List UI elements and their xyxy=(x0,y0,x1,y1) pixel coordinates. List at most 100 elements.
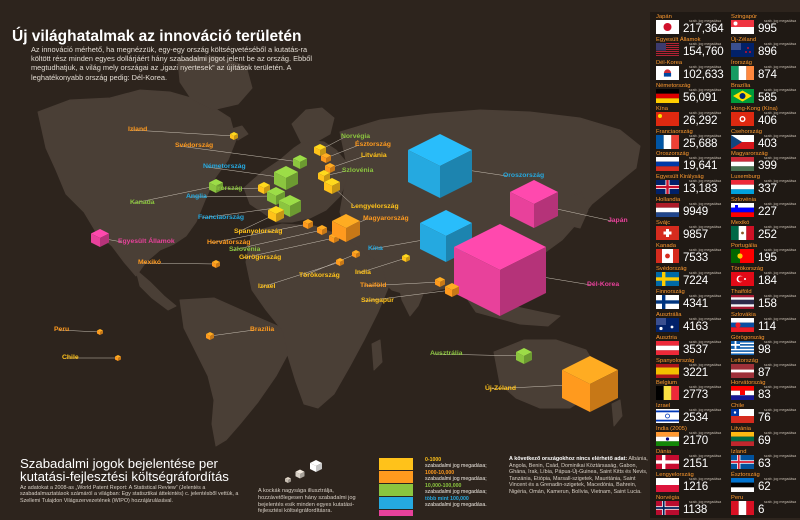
country-entry: Magyarország szab. jog megadása 399 xyxy=(725,149,798,172)
missing-data-footnote: A következő országokhoz nincs elérhető a… xyxy=(509,456,649,496)
country-value: 195 xyxy=(758,251,777,264)
flag-container xyxy=(731,340,754,355)
map-leader-line xyxy=(232,229,323,251)
country-entry: Mexikó szab. jog megadása 252 xyxy=(725,218,798,241)
country-entry: Brazília szab. jog megadása 585 xyxy=(725,81,798,104)
country-value: 217,364 xyxy=(683,22,724,35)
landmass-south-america xyxy=(179,297,291,447)
ireland-flag-icon xyxy=(731,65,755,80)
flag-container xyxy=(731,88,754,103)
map-label: Németország xyxy=(203,163,246,170)
legend-swatch xyxy=(379,458,413,470)
unit-label: szab. jog megadása xyxy=(764,87,797,92)
unit-label: szab. jog megadása xyxy=(764,339,797,344)
unit-label: szab. jog megadása xyxy=(764,41,797,46)
unit-label: szab. jog megadása xyxy=(689,499,722,504)
country-value: 403 xyxy=(758,136,777,150)
country-entry: Dél-Korea szab. jog megadása 102,633 xyxy=(650,58,724,81)
flag-container xyxy=(731,20,754,34)
country-entry: Kanada szab. jog megadása 7533 xyxy=(650,241,723,264)
country-entry: Lettország szab. jog megadása 87 xyxy=(725,356,798,379)
footnote-heading: A következő országokhoz nincs elérhető a… xyxy=(509,456,628,462)
country-name: Portugália xyxy=(731,243,758,249)
unit-label: szab. jog megadása xyxy=(689,454,722,459)
croatia-flag-icon xyxy=(731,386,754,401)
portugal-flag-icon xyxy=(731,249,754,263)
country-name: Görögország xyxy=(731,334,765,341)
country-value: 896 xyxy=(758,44,777,58)
cube-marker xyxy=(206,332,214,340)
map-label: Oroszország xyxy=(503,172,545,179)
austria-flag-icon xyxy=(656,340,679,356)
unit-label: szab. jog megadása xyxy=(764,156,797,161)
cube-marker xyxy=(274,166,298,190)
cube-size-note: A kockák nagysága illusztrálja, hozzávet… xyxy=(258,488,356,515)
cube-marker xyxy=(510,180,558,228)
country-value: 158 xyxy=(758,296,777,310)
latvia-flag-icon xyxy=(731,363,754,378)
country-name: Finnország xyxy=(656,288,685,295)
israel-flag-icon xyxy=(656,409,679,424)
country-value: 87 xyxy=(758,365,771,379)
flag-container xyxy=(656,386,680,401)
country-name: Norvégia xyxy=(656,494,680,501)
slovenia-flag-icon xyxy=(731,203,754,218)
country-value: 399 xyxy=(758,159,777,173)
country-value: 252 xyxy=(758,228,777,242)
country-name: Svájc xyxy=(656,220,671,227)
country-name: Japán xyxy=(656,14,672,20)
switzerland-flag-icon xyxy=(656,226,679,241)
map-label: Írország xyxy=(216,185,243,192)
country-entry: Hong-Kong (Kína) szab. jog megadása 406 xyxy=(725,104,798,127)
cube-marker xyxy=(258,182,270,194)
australia-flag-icon xyxy=(656,317,679,332)
country-entry: Oroszország szab. jog megadása 19,641 xyxy=(650,149,723,172)
map-label: Egyesült Államok xyxy=(118,238,175,245)
country-entry: Ausztria szab. jog megadása 3537 xyxy=(650,333,723,356)
map-label: Lengyelország xyxy=(351,203,399,210)
landmass-japan xyxy=(571,191,589,229)
country-name: Írország xyxy=(731,59,752,66)
country-name: Peru xyxy=(731,494,744,501)
country-value: 56,091 xyxy=(683,90,718,104)
country-value: 63 xyxy=(758,457,771,471)
unit-label: szab. jog megadása xyxy=(764,477,797,481)
country-entry: Horvátország szab. jog megadása 83 xyxy=(725,378,798,401)
country-entry: Norvégia szab. jog megadása 1138 xyxy=(650,493,723,516)
unit-label: szab. jog megadása xyxy=(689,156,722,161)
sweden-flag-icon xyxy=(656,271,679,286)
legend-cube-small xyxy=(285,477,291,483)
map-leader-line xyxy=(329,155,366,169)
map-label: Litvánia xyxy=(361,152,387,159)
cube-marker xyxy=(454,224,546,316)
turkey-flag-icon xyxy=(731,271,754,286)
unit-label: szab. jog megadása xyxy=(689,248,722,252)
flag-container xyxy=(731,409,754,424)
flag-container xyxy=(656,111,679,126)
country-name: Ausztrália xyxy=(656,311,682,318)
canada-flag-icon xyxy=(656,249,679,263)
hongkong-flag-icon xyxy=(731,111,754,126)
map-label: Chile xyxy=(62,354,79,361)
country-entry: Spanyolország szab. jog megadása 3221 xyxy=(650,356,723,379)
lithuania-flag-icon xyxy=(731,432,754,447)
peru-flag-icon xyxy=(731,500,755,515)
country-value: 83 xyxy=(758,388,771,402)
country-entry: Svédország szab. jog megadása 7224 xyxy=(650,264,723,287)
country-name: Szlovákia xyxy=(731,311,756,318)
cube-marker xyxy=(408,134,472,198)
hungary-flag-icon xyxy=(731,157,754,172)
cube-marker xyxy=(321,153,331,163)
map-leader-line xyxy=(325,144,360,159)
country-value: 406 xyxy=(758,113,777,127)
country-value: 585 xyxy=(758,90,777,104)
country-entry: Szlovákia szab. jog megadása 114 xyxy=(725,310,798,333)
denmark-flag-icon xyxy=(656,455,679,470)
legend-range: 0-1000 xyxy=(425,457,442,463)
unit-label: szab. jog megadása xyxy=(689,385,722,390)
map-label: Görögország xyxy=(239,254,282,261)
unit-label: szab. jog megadása xyxy=(689,339,722,344)
landmass-central-america xyxy=(135,269,177,311)
country-entry: Csehország szab. jog megadása 403 xyxy=(725,127,798,150)
landmass-new-zealand xyxy=(611,399,623,427)
